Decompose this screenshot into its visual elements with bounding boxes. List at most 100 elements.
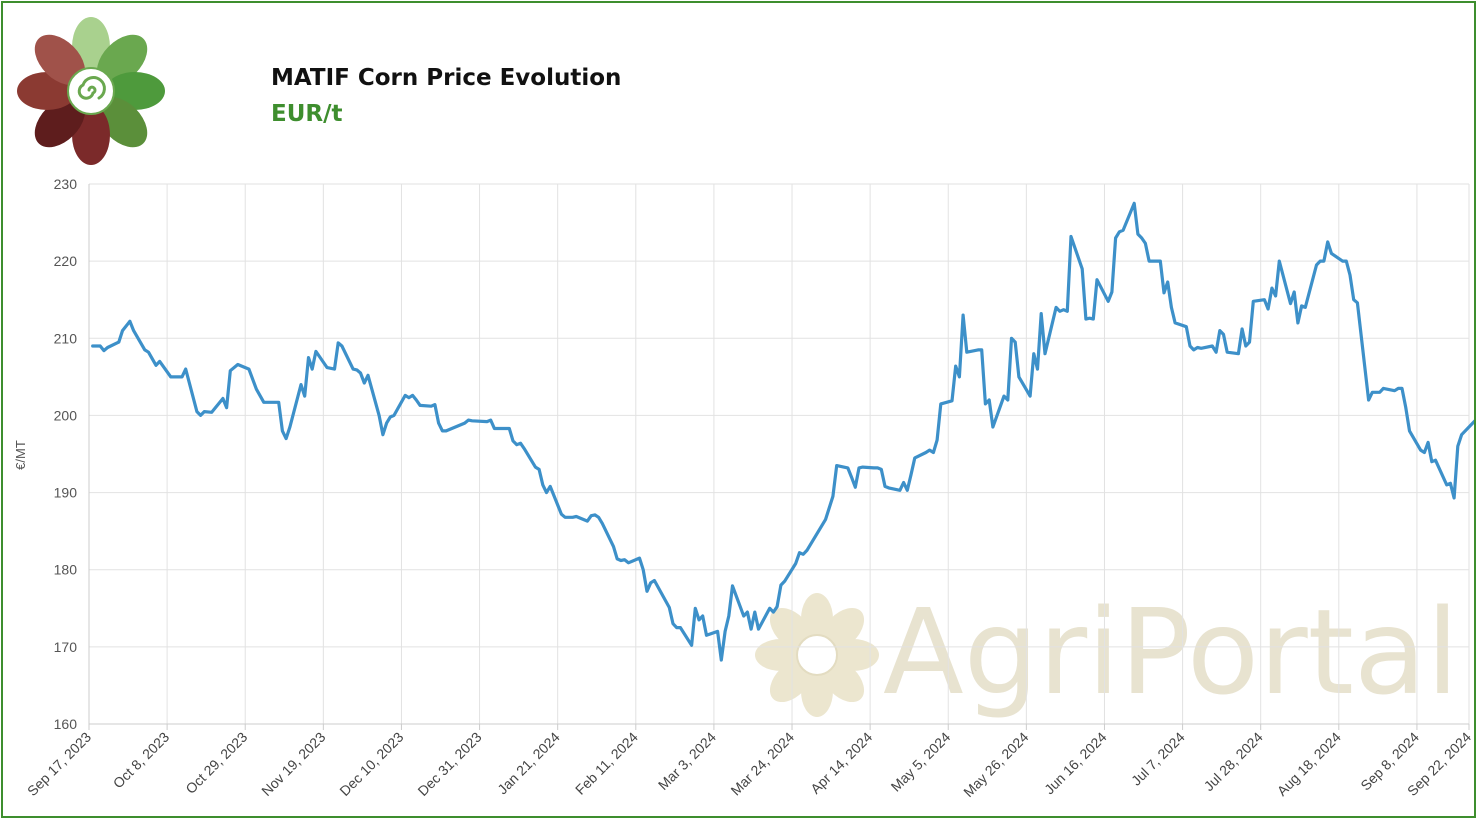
data-point: [772, 610, 775, 614]
data-point: [1460, 433, 1463, 436]
data-point: [1014, 340, 1017, 344]
data-point: [749, 627, 753, 631]
data-point: [1240, 327, 1244, 331]
data-point: [1166, 280, 1169, 284]
data-point: [229, 369, 232, 372]
data-point: [824, 518, 827, 521]
data-point: [255, 388, 258, 391]
data-point: [1066, 310, 1069, 313]
data-point: [1322, 259, 1326, 263]
data-point: [288, 425, 292, 429]
data-point: [1266, 307, 1270, 311]
data-point: [924, 451, 928, 454]
data-point: [828, 506, 831, 510]
data-point: [203, 410, 206, 413]
data-point: [1430, 460, 1434, 463]
data-point: [102, 349, 106, 352]
x-tick-label: Feb 11, 2024: [572, 729, 641, 798]
data-point: [489, 418, 492, 422]
data-point: [314, 350, 318, 353]
data-point: [1028, 394, 1032, 398]
watermark-center: [796, 634, 838, 676]
data-point: [437, 421, 440, 425]
data-point: [493, 427, 496, 430]
data-point: [143, 348, 146, 352]
data-point: [627, 561, 630, 564]
data-point: [147, 351, 150, 354]
data-point: [623, 558, 626, 561]
data-point: [1084, 317, 1088, 321]
data-point: [593, 513, 597, 517]
data-point: [277, 401, 280, 404]
data-point: [117, 340, 121, 344]
data-point: [508, 427, 511, 430]
data-point: [757, 627, 760, 631]
data-point: [697, 618, 701, 622]
x-tick-label: Apr 14, 2024: [807, 729, 875, 797]
data-point: [1058, 310, 1062, 313]
data-point: [1200, 347, 1203, 350]
data-point: [1222, 333, 1225, 336]
data-point: [612, 545, 615, 548]
x-tick-label: Mar 3, 2024: [655, 729, 719, 793]
data-point: [932, 451, 935, 454]
logo-petal: [34, 34, 85, 85]
data-point: [1408, 429, 1411, 433]
data-point: [523, 447, 526, 450]
data-point: [1159, 259, 1162, 263]
data-point: [1319, 259, 1322, 263]
y-tick-label: 220: [54, 253, 78, 269]
data-point: [210, 411, 213, 414]
data-point: [549, 485, 552, 488]
data-point: [128, 320, 132, 323]
data-point: [1371, 391, 1374, 394]
data-point: [132, 329, 135, 332]
x-tick-label: Aug 18, 2024: [1274, 729, 1344, 799]
data-point: [366, 374, 370, 377]
data-point: [694, 607, 697, 610]
data-point: [385, 421, 388, 425]
data-point: [928, 448, 931, 452]
data-point: [954, 364, 957, 368]
data-point: [1382, 387, 1385, 390]
data-point: [1367, 398, 1370, 402]
data-point: [831, 495, 835, 498]
data-point: [746, 610, 749, 614]
y-tick-label: 200: [54, 407, 78, 423]
data-point: [158, 360, 161, 363]
data-point: [1434, 459, 1437, 462]
data-point: [340, 344, 344, 348]
y-tick-label: 230: [54, 176, 78, 192]
data-point: [645, 590, 649, 593]
x-tick-label: May 5, 2024: [888, 729, 954, 795]
data-point: [1162, 291, 1166, 294]
y-tick-label: 160: [54, 716, 78, 732]
data-point: [1006, 398, 1009, 402]
data-point: [430, 405, 433, 408]
data-point: [225, 406, 228, 409]
agriportal-logo: [17, 17, 165, 165]
data-point: [1054, 306, 1058, 309]
data-point: [1032, 352, 1036, 355]
data-point: [1423, 451, 1426, 454]
data-point: [1345, 259, 1348, 263]
data-point: [880, 468, 883, 471]
y-axis-ticks: 160 170 180 190 200 210 220 230: [54, 176, 78, 732]
data-point: [1147, 259, 1151, 263]
y-axis-label: €/MT: [13, 440, 28, 470]
data-point: [99, 344, 102, 348]
data-point: [537, 468, 541, 471]
data-point: [1185, 325, 1188, 328]
data-point: [1002, 394, 1006, 398]
data-point: [444, 429, 448, 433]
data-point: [872, 466, 876, 470]
data-point: [731, 584, 734, 588]
data-point: [299, 383, 303, 386]
data-point: [1471, 421, 1474, 425]
data-point: [337, 341, 340, 345]
data-point: [1211, 344, 1214, 348]
data-point: [1263, 298, 1266, 301]
data-point: [1040, 312, 1043, 315]
data-point: [199, 414, 202, 417]
data-point: [1419, 448, 1422, 452]
